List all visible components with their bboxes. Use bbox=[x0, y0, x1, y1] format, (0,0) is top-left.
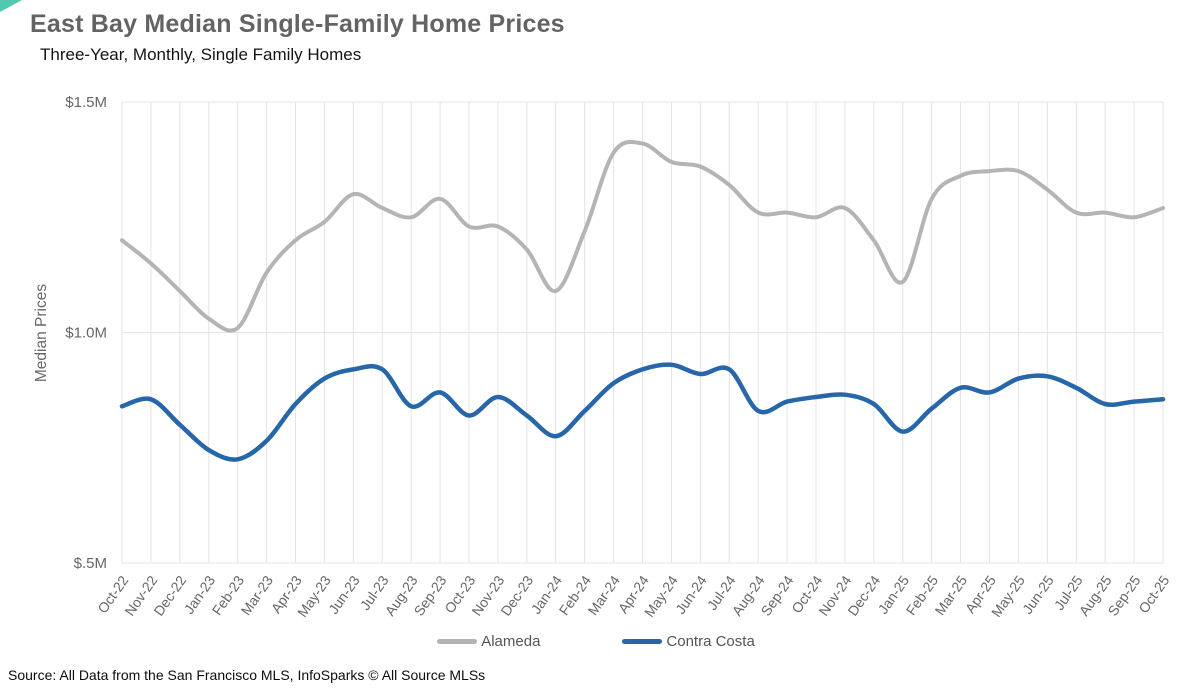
y-axis-title: Median Prices bbox=[33, 284, 50, 382]
legend-label-alameda: Alameda bbox=[481, 633, 541, 650]
alameda-line-swatch bbox=[437, 639, 478, 644]
x-tick-label: Jun-24 bbox=[672, 572, 710, 616]
contra-costa-line bbox=[119, 362, 1166, 462]
legend-item-contra-costa: Contra Costa bbox=[622, 633, 755, 650]
x-tick-label: Jun-23 bbox=[325, 572, 363, 616]
alameda-line bbox=[120, 139, 1165, 333]
chart-legend: Alameda Contra Costa bbox=[0, 633, 1192, 650]
page-title: East Bay Median Single-Family Home Price… bbox=[30, 10, 565, 38]
gridlines bbox=[121, 101, 1164, 564]
legend-label-contra-costa: Contra Costa bbox=[666, 633, 755, 650]
x-tick-label: Jun-25 bbox=[1019, 572, 1057, 616]
legend-item-alameda: Alameda bbox=[437, 633, 540, 650]
source-attribution: Source: All Data from the San Francisco … bbox=[8, 667, 486, 683]
contra-costa-line-swatch bbox=[622, 639, 663, 644]
x-tick-label: Oct-25 bbox=[1135, 572, 1172, 616]
y-tick-label: $1.5M bbox=[65, 94, 107, 111]
y-tick-label: $.5M bbox=[74, 555, 107, 572]
y-tick-label: $1.0M bbox=[65, 325, 107, 342]
page-subtitle: Three-Year, Monthly, Single Family Homes bbox=[40, 45, 362, 64]
